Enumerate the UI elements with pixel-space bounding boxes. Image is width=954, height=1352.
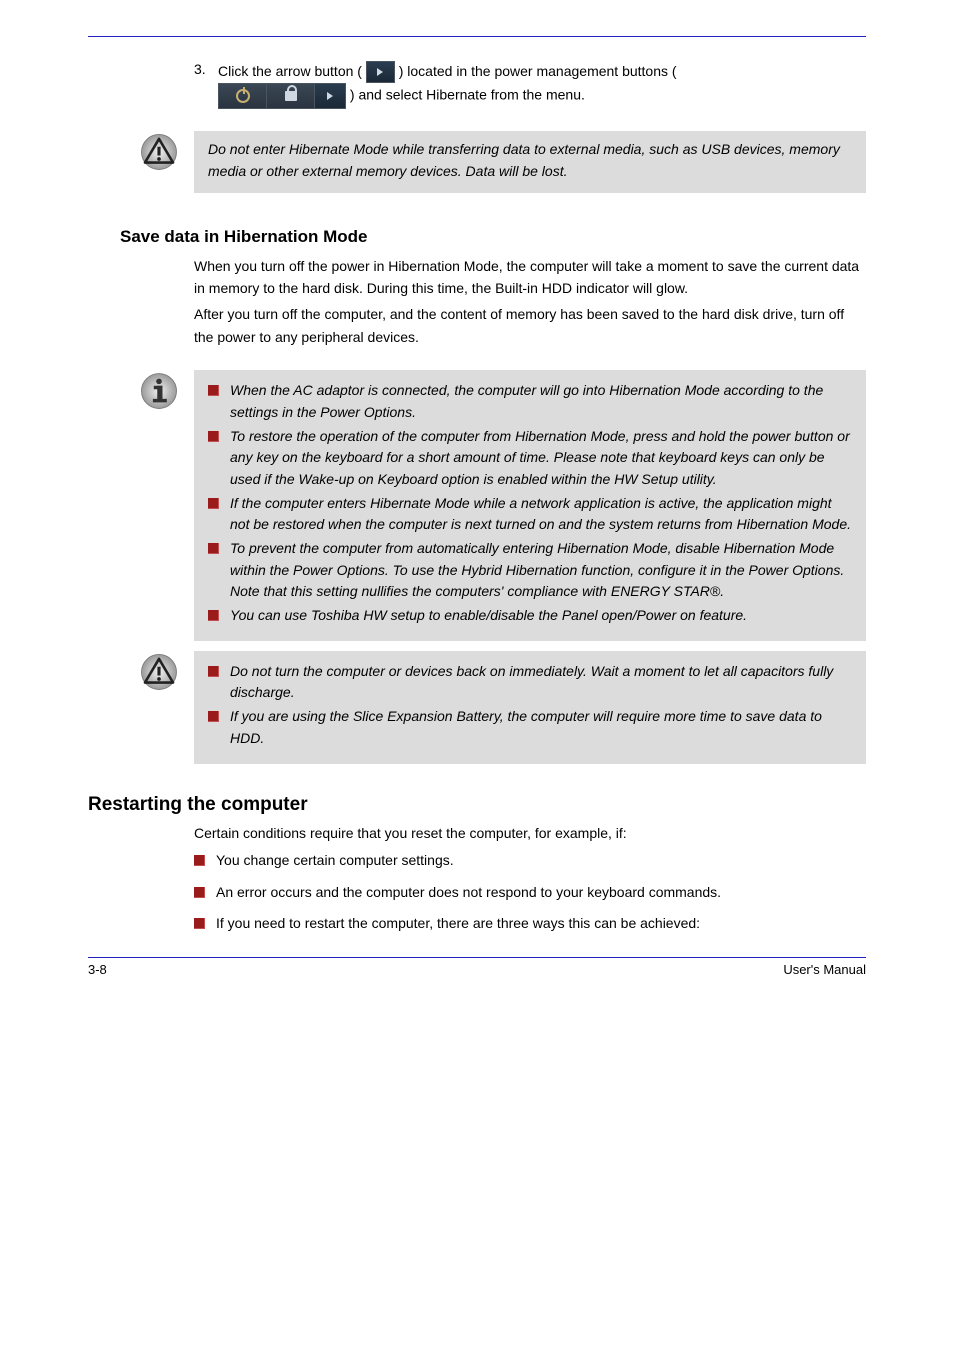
info-body: When the AC adaptor is connected, the co… [194, 370, 866, 641]
para-2: After you turn off the computer, and the… [194, 303, 866, 348]
bullet-text: You change certain computer settings. [216, 852, 454, 868]
bullet-text: When the AC adaptor is connected, the co… [230, 382, 823, 420]
bullet-text: Do not turn the computer or devices back… [230, 663, 833, 701]
step-text-a: Click the arrow button ( [218, 63, 362, 79]
step-text-b: ) located in the power management button… [399, 63, 677, 79]
page-number: 3-8 [88, 962, 107, 977]
caution-body-2: Do not turn the computer or devices back… [194, 651, 866, 764]
info-callout: When the AC adaptor is connected, the co… [88, 370, 866, 641]
restart-list: You change certain computer settings. An… [194, 850, 866, 935]
list-item: If you need to restart the computer, the… [194, 913, 866, 935]
caution-icon [88, 651, 194, 693]
info-bullet: If the computer enters Hibernate Mode wh… [208, 493, 852, 536]
caution-callout-2: Do not turn the computer or devices back… [88, 651, 866, 764]
para-1: When you turn off the power in Hibernati… [194, 255, 866, 300]
info-bullet: To restore the operation of the computer… [208, 426, 852, 491]
power-strip-icon [218, 83, 346, 109]
footer-right: User's Manual [783, 962, 866, 977]
caution-body: Do not enter Hibernate Mode while transf… [194, 131, 866, 192]
page-content: 3. Click the arrow button ( ) located in… [0, 0, 954, 1007]
step-number: 3. [194, 61, 218, 77]
bullet-text: If you need to restart the computer, the… [216, 915, 700, 931]
step-3: 3. Click the arrow button ( ) located in… [194, 61, 866, 109]
info-bullet: When the AC adaptor is connected, the co… [208, 380, 852, 423]
bullet-text: To prevent the computer from automatical… [230, 540, 844, 599]
arrow-button-icon [366, 61, 395, 83]
top-rule [88, 36, 866, 37]
step-text-c: ) and select Hibernate from the menu. [350, 87, 585, 103]
caution-text: Do not enter Hibernate Mode while transf… [208, 141, 840, 179]
caution-icon [88, 131, 194, 173]
step-body: Click the arrow button ( ) located in th… [218, 61, 866, 109]
caution-bullet: If you are using the Slice Expansion Bat… [208, 706, 852, 749]
list-item: You change certain computer settings. [194, 850, 866, 872]
bullet-text: To restore the operation of the computer… [230, 428, 850, 487]
caution-callout-1: Do not enter Hibernate Mode while transf… [88, 131, 866, 192]
caution-bullet: Do not turn the computer or devices back… [208, 661, 852, 704]
bullet-text: If the computer enters Hibernate Mode wh… [230, 495, 851, 533]
info-list: When the AC adaptor is connected, the co… [208, 380, 852, 627]
caution-list: Do not turn the computer or devices back… [208, 661, 852, 750]
info-icon [88, 370, 194, 412]
step-block: 3. Click the arrow button ( ) located in… [194, 61, 866, 109]
bullet-text: If you are using the Slice Expansion Bat… [230, 708, 822, 746]
restart-heading: Restarting the computer [88, 794, 866, 816]
restart-bullets: You change certain computer settings. An… [194, 850, 866, 935]
list-item: An error occurs and the computer does no… [194, 882, 866, 904]
info-bullet: You can use Toshiba HW setup to enable/d… [208, 605, 852, 627]
bullet-text: An error occurs and the computer does no… [216, 884, 721, 900]
info-bullet: To prevent the computer from automatical… [208, 538, 852, 603]
bullet-text: You can use Toshiba HW setup to enable/d… [230, 607, 747, 623]
restart-intro: Certain conditions require that you rese… [194, 822, 866, 844]
page-footer: 3-8 User's Manual [88, 958, 866, 977]
section-heading: Save data in Hibernation Mode [120, 227, 866, 247]
